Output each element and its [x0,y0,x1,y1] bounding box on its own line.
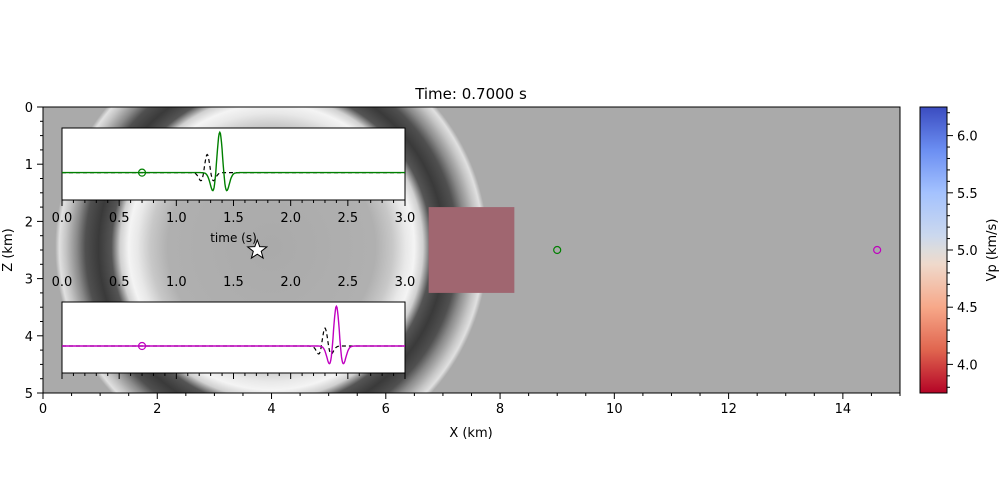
source-star-icon [246,238,269,260]
receiver-marker [553,245,562,255]
inset-x-axis-label: time (s) [210,231,257,245]
y-axis-label: Z (km) [1,228,16,271]
observed-trace [62,130,405,192]
chart-title: Time: 0.7000 s [414,85,527,103]
x-tick-label: 0 [39,402,47,417]
colorbar-tick-label: 5.5 [957,187,978,202]
inset-tick-label: 3.0 [395,211,416,226]
inset-frame [61,301,406,374]
y-tick-label: 3 [25,273,33,288]
inset-tick-label: 2.5 [337,211,358,226]
colorbar: 4.0 4.5 5.0 5.5 6.0 Vp (km/s) [919,106,1000,394]
colorbar-label: Vp (km/s) [985,219,1000,282]
x-tick-label: 6 [382,402,390,417]
x-tick-label: 10 [606,402,623,417]
inset-tick-label: 2.0 [280,211,301,226]
inset-tick-label: 1.0 [166,211,187,226]
inset-trace-magenta: 0.0 0.5 1.0 1.5 2.0 2.5 3.0 [52,275,416,379]
map-markers [246,238,882,260]
inset-tick-label: 0.5 [109,211,130,226]
y-tick-label: 4 [25,330,33,345]
inset-tick-label: 1.5 [223,275,244,290]
y-axis: 0 1 2 3 4 5 [25,101,43,402]
inset-tick-label: 2.0 [280,275,301,290]
time-marker [137,168,147,177]
colorbar-tick-label: 6.0 [957,130,978,145]
colorbar-ticks: 4.0 4.5 5.0 5.5 6.0 [947,112,978,388]
inset-tick-label: 3.0 [395,275,416,290]
colorbar-tick-label: 4.0 [957,358,978,373]
y-tick-label: 1 [25,158,33,173]
x-axis-label: X (km) [449,426,492,441]
inset-tick-label: 0.5 [109,275,130,290]
x-tick-label: 12 [720,402,737,417]
time-marker [137,341,147,351]
y-tick-label: 0 [25,101,33,116]
colorbar-tick-label: 4.5 [957,301,978,316]
x-axis: 0 2 4 6 8 10 12 14 [39,393,901,417]
x-tick-label: 14 [835,402,852,417]
x-tick-label: 4 [267,402,275,417]
receiver-marker [873,245,882,255]
inset-tick-label: 0.0 [52,211,73,226]
y-tick-label: 2 [25,215,33,230]
x-tick-label: 8 [496,402,504,417]
colorbar-gradient [919,106,948,394]
inset-tick-label: 1.0 [166,275,187,290]
inset-frame [61,127,406,201]
inset-trace-green: 0.0 0.5 1.0 1.5 2.0 2.5 3.0 time (s) [52,127,416,245]
velocity-anomaly [428,207,515,293]
colorbar-tick-label: 5.0 [957,244,978,259]
x-tick-label: 2 [153,402,161,417]
y-tick-label: 5 [25,387,33,402]
inset-tick-label: 2.5 [337,275,358,290]
observed-trace [62,304,405,365]
inset-tick-label: 0.0 [52,275,73,290]
inset-tick-label: 1.5 [223,211,244,226]
